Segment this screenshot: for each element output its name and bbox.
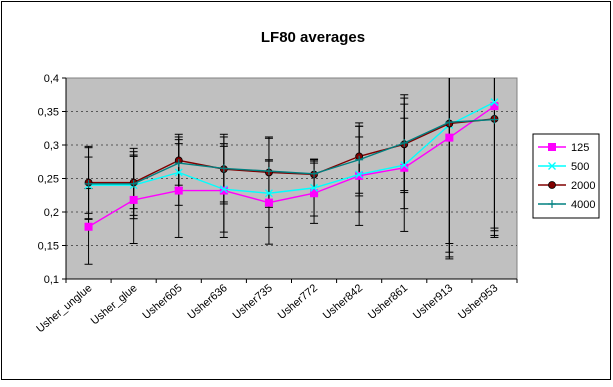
legend-label: 4000: [571, 199, 595, 211]
y-tick-label: 0,2: [44, 207, 59, 219]
data-point: [400, 138, 409, 147]
legend-entry: 2000: [538, 180, 595, 192]
legend-label: 500: [571, 161, 589, 173]
marker-stroke: [310, 183, 319, 192]
series-line: [88, 101, 495, 194]
data-point: [129, 195, 138, 204]
series-lines: [84, 98, 499, 231]
data-point: [219, 186, 228, 195]
data-point: [84, 179, 93, 188]
data-point: [445, 133, 454, 142]
data-point: [174, 168, 183, 177]
data-point: [174, 186, 183, 195]
data-point: [490, 98, 499, 107]
legend-marker: [548, 181, 556, 189]
marker-stroke: [400, 161, 409, 170]
data-point: [84, 222, 93, 231]
series-4000: [84, 115, 499, 188]
legend-marker: [548, 200, 556, 208]
y-tick-label: 0,1: [44, 274, 59, 286]
legend-entry: 500: [538, 161, 589, 173]
data-point: [174, 159, 183, 168]
legend-marker: [548, 143, 556, 151]
data-point: [400, 161, 409, 170]
y-tick-label: 0,4: [44, 73, 59, 85]
data-point: [490, 115, 499, 124]
series-line: [88, 118, 495, 184]
marker-stroke: [264, 189, 273, 198]
data-point: [219, 164, 228, 173]
data-point: [310, 183, 319, 192]
series-500: [84, 98, 499, 198]
chart-title: LF80 averages: [261, 29, 365, 46]
marker-stroke: [219, 185, 228, 194]
data-point: [219, 185, 228, 194]
legend-marker: [548, 162, 556, 170]
data-point: [355, 155, 364, 164]
data-point: [310, 169, 319, 178]
y-tick-label: 0,25: [38, 174, 59, 186]
marker-stroke: [490, 98, 499, 107]
data-point: [445, 118, 454, 127]
legend: 125 500 2000 4000: [532, 133, 600, 219]
series-line: [88, 118, 495, 185]
marker-stroke: [355, 170, 364, 179]
series-125: [84, 102, 499, 231]
grid-lines: [66, 111, 517, 246]
data-point: [129, 179, 138, 188]
legend-entry: 4000: [538, 199, 595, 211]
marker-stroke: [548, 162, 556, 170]
y-tick-label: 0,15: [38, 241, 59, 253]
legend-label: 2000: [571, 180, 595, 192]
data-point: [264, 198, 273, 207]
series-line: [88, 105, 495, 228]
legend-entry: 125: [538, 142, 589, 154]
y-axis: 0,1 0,15 0,2 0,25 0,3 0,35 0,4: [38, 73, 67, 286]
data-point: [310, 189, 319, 198]
data-point: [264, 167, 273, 176]
marker-stroke: [174, 168, 183, 177]
legend-label: 125: [571, 142, 589, 154]
y-tick-label: 0,3: [44, 140, 59, 152]
data-point: [264, 189, 273, 198]
y-tick-label: 0,35: [38, 107, 59, 119]
data-point: [355, 170, 364, 179]
